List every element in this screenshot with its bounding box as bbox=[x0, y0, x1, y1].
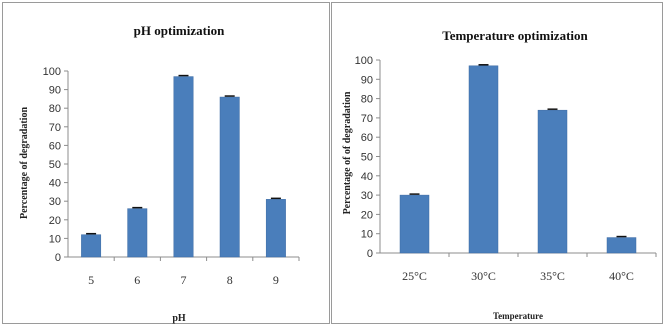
temperature-x-axis-label: Temperature bbox=[493, 311, 543, 321]
temperature-y-tick-label: 10 bbox=[361, 229, 373, 241]
ph-bar-2 bbox=[127, 208, 148, 258]
ph-y-tick-label: 30 bbox=[49, 196, 61, 208]
ph-category-label-3: 7 bbox=[181, 273, 187, 287]
ph-y-tick-label: 90 bbox=[49, 85, 61, 97]
temperature-y-tick-label: 50 bbox=[361, 152, 373, 164]
temperature-plot-area: 0 10 20 30 40 50 60 70 80 90 100 25°C 30°C 35°C 40°C bbox=[355, 55, 657, 283]
temperature-category-label-2: 30°C bbox=[471, 269, 496, 283]
ph-y-tick-label: 60 bbox=[49, 140, 61, 152]
temperature-category-label-3: 35°C bbox=[540, 269, 565, 283]
temperature-bar-2 bbox=[468, 65, 499, 254]
temperature-y-tick-label: 90 bbox=[361, 74, 373, 86]
ph-chart-title: pH optimization bbox=[134, 23, 225, 38]
ph-y-tick-label: 20 bbox=[49, 215, 61, 227]
ph-bar-4 bbox=[219, 96, 240, 258]
temperature-chart-title: Temperature optimization bbox=[442, 28, 588, 43]
ph-bar-5 bbox=[265, 199, 286, 258]
ph-y-tick-label: 50 bbox=[49, 159, 61, 171]
temperature-y-tick-label: 100 bbox=[355, 55, 373, 67]
ph-bar-1 bbox=[81, 234, 102, 258]
temperature-bar-1 bbox=[399, 194, 430, 254]
temperature-y-tick-label: 60 bbox=[361, 132, 373, 144]
ph-y-tick-label: 80 bbox=[49, 103, 61, 115]
temperature-y-tick-label: 30 bbox=[361, 190, 373, 202]
ph-category-label-5: 9 bbox=[273, 273, 279, 287]
temperature-bar-3 bbox=[537, 109, 568, 254]
temperature-bar-4 bbox=[606, 237, 637, 254]
ph-y-tick-label: 70 bbox=[49, 122, 61, 134]
ph-y-axis-label: Percentage of degradation bbox=[19, 107, 30, 219]
ph-plot-area: 0 10 20 30 40 50 60 70 80 90 100 5 6 7 8 9 bbox=[43, 66, 300, 287]
ph-category-label-4: 8 bbox=[227, 273, 233, 287]
ph-y-tick-label: 40 bbox=[49, 178, 61, 190]
ph-x-axis-label: pH bbox=[172, 313, 186, 324]
temperature-category-label-4: 40°C bbox=[609, 269, 634, 283]
temperature-y-tick-label: 70 bbox=[361, 113, 373, 125]
ph-chart-panel: pH optimization pH Percentage of degrada… bbox=[2, 2, 330, 324]
ph-category-label-1: 5 bbox=[88, 273, 94, 287]
temperature-category-label-1: 25°C bbox=[402, 269, 427, 283]
temperature-chart-svg: Temperature optimization Temperature Per… bbox=[342, 28, 657, 321]
temperature-y-axis-label: Percentage of of degradation bbox=[342, 91, 353, 214]
temperature-y-tick-label: 80 bbox=[361, 94, 373, 106]
ph-chart-svg: pH optimization pH Percentage of degrada… bbox=[19, 23, 300, 324]
ph-bar-3 bbox=[173, 76, 194, 258]
temperature-y-tick-label: 40 bbox=[361, 171, 373, 183]
temperature-chart-panel: Temperature optimization Temperature Per… bbox=[331, 2, 663, 324]
temperature-y-tick-label: 20 bbox=[361, 209, 373, 221]
ph-y-tick-label: 100 bbox=[43, 66, 61, 78]
ph-category-label-2: 6 bbox=[134, 273, 140, 287]
ph-y-tick-label: 10 bbox=[49, 233, 61, 245]
ph-y-tick-label: 0 bbox=[55, 252, 61, 264]
temperature-y-tick-label: 0 bbox=[367, 248, 373, 260]
